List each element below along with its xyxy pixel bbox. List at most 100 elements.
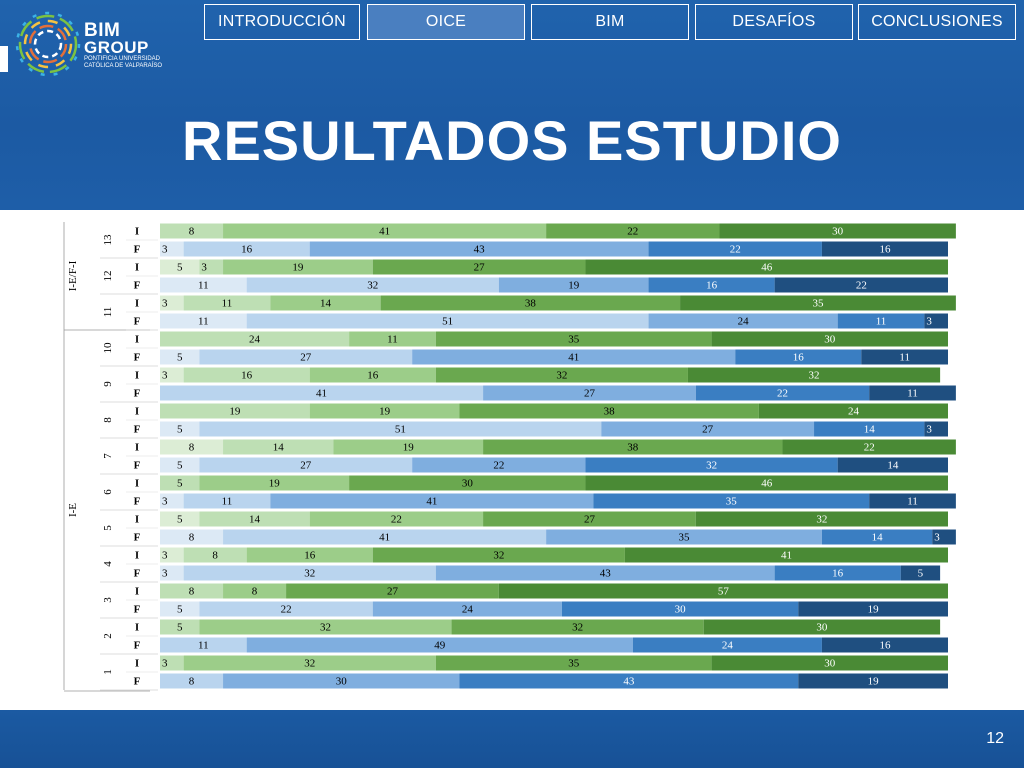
- bar-segment-final-2: [183, 565, 436, 581]
- data-label-final-1: 5: [177, 424, 183, 436]
- nav-tab-introduccion[interactable]: INTRODUCCIÓN: [204, 4, 360, 40]
- bar-segment-final-1: [160, 277, 247, 293]
- bar-segment-final-3: [223, 673, 460, 689]
- data-label-final-1: 11: [198, 280, 209, 292]
- bar-segment-initial-2: [183, 295, 271, 311]
- data-label-final-3: 27: [702, 424, 714, 436]
- data-label-final-4: 14: [872, 532, 884, 544]
- bar-segment-initial-3: [223, 223, 547, 239]
- row-label-final: F: [134, 568, 141, 580]
- nav-tab-conclusiones[interactable]: CONCLUSIONES: [858, 4, 1016, 40]
- footer-background: [0, 710, 1024, 768]
- bar-segment-final-2: [246, 313, 649, 329]
- data-label-initial-4: 32: [572, 622, 583, 634]
- bar-segment-final-4: [561, 601, 799, 617]
- data-label-initial-5: 35: [812, 298, 824, 310]
- data-label-initial-4: 38: [525, 298, 537, 310]
- row-label-initial: I: [135, 226, 139, 238]
- data-label-initial-4: 27: [584, 514, 596, 526]
- row-label-final: F: [134, 496, 141, 508]
- data-label-initial-4: 30: [462, 478, 474, 490]
- data-label-initial-5: 30: [832, 226, 844, 238]
- bar-segment-initial-4: [435, 367, 688, 383]
- bar-segment-final-5: [869, 385, 956, 401]
- nav-tab-bim[interactable]: BIM: [531, 4, 689, 40]
- bar-segment-final-5: [821, 637, 948, 653]
- data-label-final-1: 5: [177, 604, 183, 616]
- data-label-initial-5: 30: [816, 622, 828, 634]
- data-label-final-5: 5: [918, 568, 924, 580]
- bar-segment-initial-5: [585, 259, 948, 275]
- bar-segment-final-1: [160, 529, 224, 545]
- data-label-initial-5: 32: [809, 370, 820, 382]
- bar-segment-initial-3: [349, 331, 436, 347]
- data-label-initial-5: 24: [848, 406, 860, 418]
- bar-segment-final-5: [869, 493, 956, 509]
- bar-segment-initial-5: [585, 475, 948, 491]
- bar-segment-final-4: [459, 673, 799, 689]
- logo-subtitle: PONTIFICIA UNIVERSIDAD CATÓLICA DE VALPA…: [84, 56, 194, 70]
- data-label-initial-3: 14: [320, 298, 332, 310]
- data-label-initial-2: 14: [273, 442, 285, 454]
- bar-segment-final-4: [821, 529, 933, 545]
- question-id-label: 2: [102, 633, 114, 639]
- bar-segment-initial-3: [333, 439, 484, 455]
- bim-group-logo-icon: [15, 11, 81, 77]
- group-label: I-E/F-I: [67, 260, 79, 291]
- bar-segment-initial-1: [160, 511, 200, 527]
- data-label-final-3: 49: [434, 640, 446, 652]
- question-id-label: 9: [102, 381, 114, 387]
- row-label-initial: I: [135, 442, 139, 454]
- data-label-initial-5: 32: [816, 514, 827, 526]
- bar-segment-final-1: [160, 241, 184, 257]
- row-label-final: F: [134, 640, 141, 652]
- row-label-initial: I: [135, 334, 139, 346]
- left-accent-bar: [0, 46, 8, 72]
- bar-segment-initial-5: [782, 439, 956, 455]
- data-label-initial-2: 5: [177, 478, 183, 490]
- question-id-label: 3: [102, 597, 114, 603]
- bar-segment-final-3: [498, 277, 649, 293]
- row-label-final: F: [134, 532, 141, 544]
- chart-panel: I-E/F-II-E13I08412230F31643221612I531927…: [0, 210, 1024, 710]
- bar-segment-initial-4: [435, 655, 712, 671]
- bar-segment-initial-3: [270, 295, 381, 311]
- bar-segment-initial-5: [695, 511, 948, 527]
- data-label-initial-2: 14: [249, 514, 261, 526]
- data-label-initial-3: 19: [292, 262, 304, 274]
- data-label-initial-3: 19: [403, 442, 415, 454]
- data-label-final-5: 16: [879, 244, 891, 256]
- data-label-initial-4: 32: [556, 370, 567, 382]
- data-label-initial-3: 32: [320, 622, 331, 634]
- data-label-final-4: 16: [793, 352, 805, 364]
- data-label-initial-2: 8: [212, 550, 218, 562]
- row-label-initial: I: [135, 370, 139, 382]
- bar-segment-final-1: [160, 565, 184, 581]
- data-label-initial-5: 46: [761, 478, 773, 490]
- data-label-final-1: 3: [162, 568, 168, 580]
- data-label-final-4: 16: [706, 280, 718, 292]
- row-label-final: F: [134, 388, 141, 400]
- row-label-final: F: [134, 316, 141, 328]
- bar-segment-final-4: [774, 565, 901, 581]
- data-label-initial-4: 35: [568, 334, 580, 346]
- data-label-initial-3: 41: [379, 226, 390, 238]
- nav-tab-desafios[interactable]: DESAFÍOS: [695, 4, 853, 40]
- bar-segment-final-4: [695, 385, 870, 401]
- bar-segment-initial-4: [435, 331, 712, 347]
- stacked-bar-chart: I-E/F-II-E13I08412230F31643221612I531927…: [63, 222, 956, 692]
- data-label-final-1: 11: [198, 316, 209, 328]
- nav-tab-oice[interactable]: OICE: [367, 4, 525, 40]
- group-label: I-E: [67, 503, 79, 517]
- bar-segment-final-4: [585, 457, 838, 473]
- data-label-initial-2: 8: [189, 586, 195, 598]
- row-label-final: F: [134, 352, 141, 364]
- data-label-final-2: 11: [222, 496, 233, 508]
- row-label-initial: I: [135, 550, 139, 562]
- bar-segment-initial-5: [711, 655, 948, 671]
- data-label-final-2: 51: [442, 316, 453, 328]
- bar-segment-initial-2: [160, 223, 224, 239]
- row-label-final: F: [134, 676, 141, 688]
- bar-segment-initial-4: [372, 547, 625, 563]
- data-label-final-2: 32: [367, 280, 378, 292]
